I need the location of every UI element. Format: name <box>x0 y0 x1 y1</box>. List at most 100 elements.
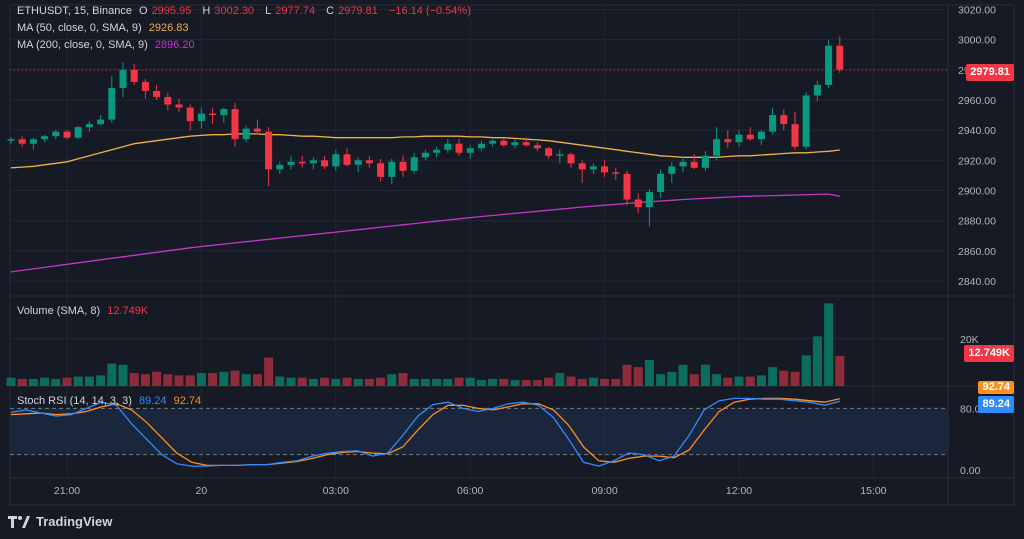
candle-body <box>679 161 687 167</box>
volume-bar <box>387 374 397 386</box>
volume-bar <box>734 376 744 386</box>
volume-bar <box>566 376 576 386</box>
stoch-k-value: 89.24 <box>139 395 167 407</box>
time-tick-label: 06:00 <box>457 485 483 497</box>
moving-averages <box>10 133 840 273</box>
volume-bar <box>465 377 475 386</box>
volume-bar <box>398 373 408 386</box>
ma50-value: 2926.83 <box>148 22 189 34</box>
volume-bar <box>768 367 778 386</box>
candle-body <box>197 113 205 122</box>
stoch-legend[interactable]: Stoch RSI (14, 14, 3, 3) 89.24 92.74 <box>17 395 205 407</box>
candle-body <box>567 154 575 164</box>
volume-bar <box>140 374 150 386</box>
symbol-legend: ETHUSDT, 15, Binance O 2995.95 H 3002.30 L… <box>17 5 475 17</box>
volume-bar <box>219 371 229 386</box>
candle-body <box>713 139 721 156</box>
volume-bars <box>6 303 845 386</box>
candle-body <box>813 84 821 96</box>
ma200-line <box>10 193 840 273</box>
candle-body <box>231 109 239 140</box>
candle-body <box>220 109 228 116</box>
volume-legend[interactable]: Volume (SMA, 8) 12.749K <box>17 305 152 317</box>
volume-bar <box>353 378 363 386</box>
price-tick-label: 3020.00 <box>958 5 996 17</box>
stoch-lines <box>10 397 840 467</box>
volume-bar <box>521 380 531 386</box>
candle-body <box>242 128 250 140</box>
volume-bar <box>488 378 498 386</box>
candle-body <box>769 115 777 132</box>
volume-bar <box>51 378 61 386</box>
price-tick-label: 2840.00 <box>958 276 996 288</box>
time-tick-label: 21:00 <box>54 485 80 497</box>
candle-body <box>309 160 317 164</box>
candle-body <box>657 173 665 192</box>
volume-bar <box>185 375 195 386</box>
candle-body <box>623 173 631 200</box>
volume-bar <box>756 375 766 386</box>
volume-bar <box>689 374 699 386</box>
stoch-d-line <box>10 397 840 467</box>
volume-bar <box>835 355 845 386</box>
candle-body <box>668 166 676 174</box>
price-tick-label: 3000.00 <box>958 35 996 47</box>
volume-bar <box>28 378 38 386</box>
candle-body <box>298 161 306 164</box>
ohlc-close: C 2979.81 <box>326 5 382 17</box>
candle-body <box>578 163 586 170</box>
volume-bar <box>544 377 554 386</box>
candle-body <box>645 191 653 208</box>
volume-bar <box>342 377 352 386</box>
volume-bar <box>196 373 206 386</box>
candle-body <box>533 145 541 149</box>
time-tick-label: 12:00 <box>726 485 752 497</box>
volume-bar <box>723 377 733 386</box>
high-label: H <box>202 5 211 17</box>
volume-bar <box>409 378 419 386</box>
ohlc-high: H 3002.30 <box>202 5 258 17</box>
volume-bar <box>174 375 184 386</box>
volume-label: Volume (SMA, 8) <box>17 305 101 317</box>
ma200-legend[interactable]: MA (200, close, 0, SMA, 9) 2896.20 <box>17 39 199 51</box>
volume-bar <box>208 373 218 386</box>
candle-body <box>7 139 15 141</box>
candle-body <box>164 96 172 105</box>
candle-body <box>287 161 295 165</box>
candle-body <box>825 45 833 85</box>
change-value: −16.14 (−0.54%) <box>388 5 471 17</box>
candle-body <box>85 124 93 128</box>
volume-bar <box>622 364 632 386</box>
volume-bar <box>678 364 688 386</box>
stoch-k-tag: 89.24 <box>978 396 1014 413</box>
volume-bar <box>129 373 139 386</box>
chart-border <box>9 4 1015 506</box>
candle-body <box>433 149 441 153</box>
candle-body <box>29 139 37 144</box>
candle-body <box>802 95 810 147</box>
candle-body <box>354 160 362 165</box>
candle-body <box>52 131 60 137</box>
volume-bar <box>600 378 610 386</box>
candle-body <box>63 131 71 138</box>
candle-body <box>724 139 732 143</box>
volume-bar <box>454 377 464 386</box>
volume-bar <box>331 378 341 386</box>
candle-body <box>735 134 743 143</box>
time-tick-label: 09:00 <box>591 485 617 497</box>
ma50-legend[interactable]: MA (50, close, 0, SMA, 9) 2926.83 <box>17 22 193 34</box>
high-value: 3002.30 <box>214 5 255 17</box>
candle-body <box>836 45 844 70</box>
price-tag: 2979.81 <box>966 64 1014 81</box>
candle-body <box>119 69 127 88</box>
candle-body <box>175 104 183 108</box>
volume-bar <box>275 376 285 386</box>
symbol-name[interactable]: ETHUSDT, 15, Binance <box>17 5 132 17</box>
axes: 3020.003000.002980.002960.002940.002920.… <box>54 5 996 497</box>
brand-footer[interactable]: TradingView <box>8 514 112 529</box>
volume-bar <box>656 374 666 386</box>
candle-body <box>74 127 82 138</box>
stoch-tick-label: 0.00 <box>960 465 981 477</box>
